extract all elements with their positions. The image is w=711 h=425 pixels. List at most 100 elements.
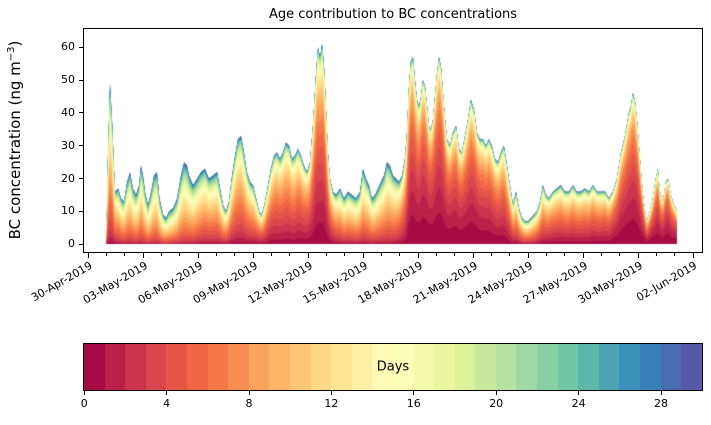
colorbar-segment <box>413 344 435 390</box>
x-minor-tick-mark <box>325 253 327 256</box>
y-tick-mark <box>78 210 83 212</box>
colorbar-gradient <box>84 344 702 390</box>
colorbar-segment <box>310 344 332 390</box>
colorbar-segment <box>454 344 476 390</box>
colorbar-segment <box>660 344 682 390</box>
y-tick-label-text: 60 <box>61 40 75 54</box>
colorbar-tick-label-text: 24 <box>571 397 586 410</box>
x-major-tick-mark <box>582 253 584 258</box>
colorbar-tick-mark <box>495 390 497 395</box>
y-tick-label-text: 40 <box>61 105 75 119</box>
y-tick-label-text: 10 <box>61 204 75 218</box>
colorbar-tick-mark <box>330 390 332 395</box>
colorbar-segment <box>228 344 249 390</box>
x-minor-tick-mark <box>545 253 547 256</box>
x-major-tick-mark <box>637 253 639 258</box>
x-minor-tick-mark <box>161 253 163 256</box>
colorbar-tick-label-text: 4 <box>163 397 171 410</box>
x-minor-tick-mark <box>216 253 218 256</box>
colorbar-segment <box>125 344 146 390</box>
x-minor-tick-mark <box>380 253 382 256</box>
colorbar-segment <box>351 344 373 390</box>
colorbar: Days <box>83 343 703 391</box>
x-major-tick-mark <box>527 253 529 258</box>
x-minor-tick-mark <box>564 253 566 256</box>
colorbar-segment <box>145 344 167 390</box>
colorbar-tick-mark <box>578 390 580 395</box>
x-minor-tick-mark <box>344 253 346 256</box>
y-axis-label-superscript: −3 <box>6 46 17 62</box>
x-major-tick-mark <box>472 253 474 258</box>
colorbar-segment <box>537 344 558 390</box>
x-minor-tick-mark <box>490 253 492 256</box>
y-tick-mark <box>78 46 83 48</box>
colorbar-tick-label-text: 28 <box>654 397 668 410</box>
colorbar-segment <box>578 344 599 390</box>
x-major-tick-mark <box>87 253 89 258</box>
colorbar-segment <box>248 344 270 390</box>
x-minor-tick-mark <box>106 253 108 256</box>
colorbar-segment <box>331 344 352 390</box>
y-tick-label-text: 30 <box>61 138 75 152</box>
colorbar-tick-mark <box>413 390 415 395</box>
colorbar-segment <box>104 344 126 390</box>
colorbar-tick-mark <box>248 390 250 395</box>
colorbar-segment <box>166 344 187 390</box>
x-minor-tick-mark <box>619 253 621 256</box>
x-minor-tick-mark <box>435 253 437 256</box>
x-major-tick-mark <box>417 253 419 258</box>
colorbar-segment <box>557 344 579 390</box>
x-minor-tick-mark <box>234 253 236 256</box>
colorbar-tick-label-text: 20 <box>489 397 504 410</box>
colorbar-segment <box>372 344 393 390</box>
colorbar-segment <box>681 344 702 390</box>
y-tick-label-text: 20 <box>61 171 75 185</box>
colorbar-segment <box>207 344 229 390</box>
colorbar-segment <box>598 344 620 390</box>
x-minor-tick-mark <box>600 253 602 256</box>
colorbar-tick-label-text: 12 <box>324 397 339 410</box>
x-major-tick-mark <box>362 253 364 258</box>
y-tick-label-text: 0 <box>68 237 75 251</box>
colorbar-tick-label-text: 16 <box>406 397 421 410</box>
colorbar-segment <box>475 344 496 390</box>
colorbar-tick-mark <box>83 390 85 395</box>
x-major-tick-mark <box>692 253 694 258</box>
y-axis-label: BC concentration (ng m−3) <box>6 41 24 240</box>
x-major-tick-mark <box>307 253 309 258</box>
x-minor-tick-mark <box>674 253 676 256</box>
colorbar-segment <box>619 344 641 390</box>
x-major-tick-mark <box>197 253 199 258</box>
colorbar-tick-label-text: 0 <box>80 397 88 410</box>
x-minor-tick-mark <box>454 253 456 256</box>
y-tick-mark <box>78 79 83 81</box>
y-tick-mark <box>78 145 83 147</box>
colorbar-tick-label-text: 8 <box>245 397 253 410</box>
x-minor-tick-mark <box>179 253 181 256</box>
y-tick-mark <box>78 243 83 245</box>
x-minor-tick-mark <box>655 253 657 256</box>
colorbar-segment <box>392 344 414 390</box>
y-tick-label-text: 50 <box>61 73 75 87</box>
colorbar-segment <box>84 344 105 390</box>
y-axis-label-close: ) <box>6 40 24 47</box>
x-minor-tick-mark <box>399 253 401 256</box>
colorbar-segment <box>516 344 538 390</box>
chart-title: Age contribution to BC concentrations <box>268 7 518 22</box>
colorbar-segment <box>269 344 290 390</box>
colorbar-segment <box>640 344 661 390</box>
colorbar-segment <box>495 344 517 390</box>
colorbar-segment <box>186 344 208 390</box>
x-minor-tick-mark <box>509 253 511 256</box>
y-axis-label-text: BC concentration (ng m <box>6 61 24 240</box>
colorbar-tick-mark <box>660 390 662 395</box>
colorbar-label: Days <box>376 359 410 375</box>
y-tick-mark <box>78 178 83 180</box>
x-minor-tick-mark <box>271 253 272 256</box>
colorbar-segment <box>434 344 455 390</box>
colorbar-segment <box>289 344 311 390</box>
x-tick-label-text: 02-Jun-2019 <box>634 259 700 305</box>
x-major-tick-mark <box>142 253 144 258</box>
x-minor-tick-mark <box>124 253 126 256</box>
